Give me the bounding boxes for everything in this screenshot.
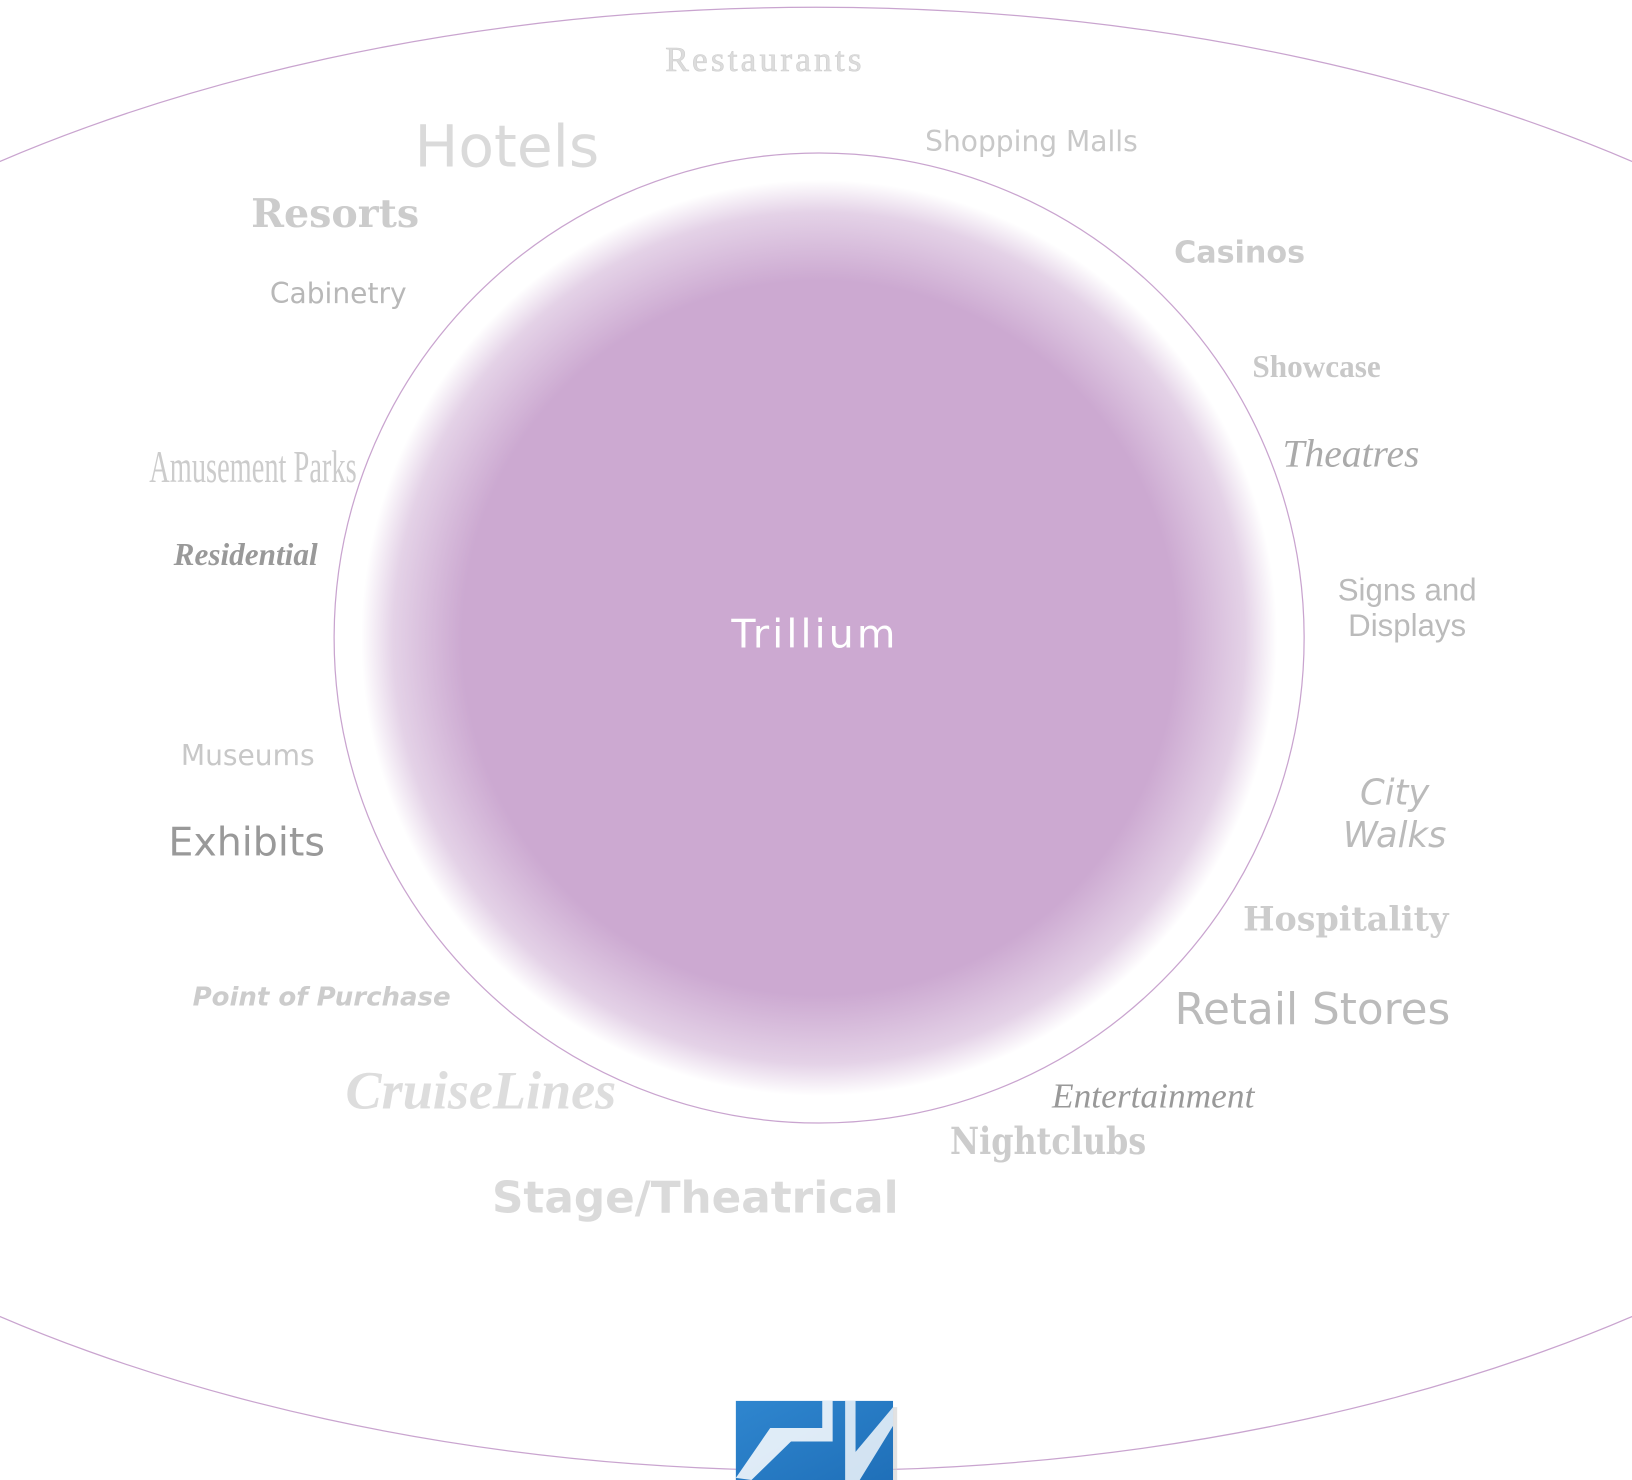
application-label: Signs and <box>1338 573 1477 608</box>
application-label: Point of Purchase <box>193 982 451 1012</box>
application-label: Hotels <box>415 113 600 181</box>
application-label: Shopping Malls <box>925 125 1138 158</box>
application-label: Cabinetry <box>270 277 407 310</box>
application-label: Theatres <box>1283 431 1420 475</box>
application-label: Retail Stores <box>1175 984 1451 1035</box>
application-label: Resorts <box>251 191 419 237</box>
application-label: Amusement Parks <box>149 442 356 492</box>
application-label: Displays <box>1348 608 1466 643</box>
application-label: Stage/Theatrical <box>492 1173 899 1224</box>
application-label: Hospitality <box>1243 899 1450 938</box>
application-label: Nightclubs <box>950 1120 1146 1164</box>
application-label: Showcase <box>1252 349 1380 384</box>
application-label: City <box>1360 773 1430 814</box>
application-label: Exhibits <box>168 820 325 866</box>
application-label: Entertainment <box>1051 1075 1256 1115</box>
application-label: Residential <box>173 537 318 572</box>
logo <box>735 1400 898 1480</box>
application-label: Walks <box>1343 815 1446 856</box>
purple-blob <box>361 180 1278 1096</box>
application-label: Casinos <box>1174 235 1305 270</box>
center-label: Trillium <box>730 611 898 657</box>
application-label: Restaurants <box>665 39 864 79</box>
labels: Restaurants Hotels Shopping Malls Resorts Ca… <box>149 38 1477 1224</box>
application-label: CruiseLines <box>346 1060 617 1120</box>
application-label: Museums <box>181 739 315 772</box>
